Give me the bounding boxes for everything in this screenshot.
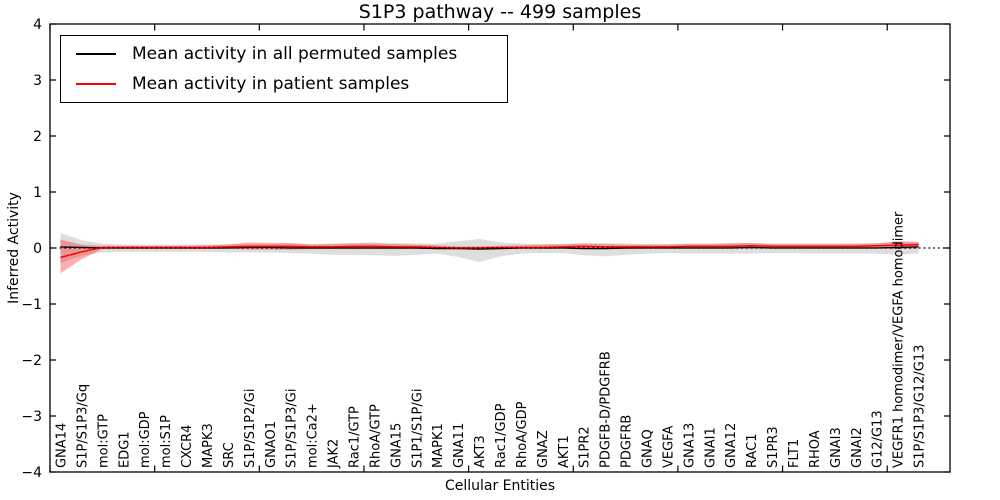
x-tick-label: SRC (222, 442, 237, 468)
x-tick-label: mol:Ca2+ (306, 403, 321, 468)
x-tick-label: mol:GTP (96, 414, 111, 468)
x-tick-label: RhoA/GTP (368, 404, 383, 468)
x-tick-label: Rac1/GTP (347, 406, 362, 468)
x-tick-label: S1P/S1P3/Gi (285, 389, 300, 468)
y-tick-label: 2 (33, 129, 42, 145)
chart-title: S1P3 pathway -- 499 samples (358, 1, 642, 23)
x-tick-label: PDGFB-D/PDGFRB (599, 351, 614, 468)
x-tick-label: S1P/S1P2/Gi (243, 389, 258, 468)
x-tick-label: VEGFA (661, 426, 676, 468)
y-tick-label: −1 (21, 297, 42, 313)
x-tick-label: FLT1 (787, 439, 802, 468)
legend-item-permuted: Mean activity in all permuted samples (61, 39, 507, 69)
x-tick-label: mol:S1P (159, 415, 174, 468)
x-tick-label: S1P/S1P3/Gq (75, 384, 90, 468)
x-tick-label: AKT3 (473, 435, 488, 468)
x-tick-label: GNA14 (54, 423, 69, 468)
x-tick-label: GNAO1 (264, 421, 279, 468)
y-axis-label: Inferred Activity (6, 192, 22, 304)
x-tick-label: GNAI1 (703, 427, 718, 468)
x-tick-label: RAC1 (745, 433, 760, 468)
x-tick-label: S1PR3 (766, 426, 781, 468)
legend-item-patient: Mean activity in patient samples (61, 69, 507, 99)
x-tick-label: GNAI2 (850, 427, 865, 468)
series-line (60, 243, 919, 259)
x-tick-label: GNAQ (641, 429, 656, 468)
y-tick-label: 3 (33, 73, 42, 89)
x-tick-label: GNAI3 (829, 427, 844, 468)
y-tick-label: 4 (33, 17, 42, 33)
x-tick-label: RhoA/GDP (515, 401, 530, 468)
y-tick-label: −2 (21, 353, 42, 369)
y-tick-label: −4 (21, 465, 42, 481)
legend-item-label: Mean activity in patient samples (132, 74, 410, 94)
x-tick-label: GNA11 (452, 423, 467, 468)
x-tick-label: GNA13 (682, 423, 697, 468)
x-axis-label: Cellular Entities (444, 478, 556, 494)
legend-item-label: Mean activity in all permuted samples (132, 44, 458, 64)
x-tick-label: S1P/S1P3/G12/G13 (913, 345, 928, 468)
x-tick-label: GNA12 (724, 423, 739, 468)
x-tick-label: GNAZ (536, 430, 551, 468)
x-tick-label: VEGFR1 homodimer/VEGFA homodimer (892, 211, 907, 468)
x-tick-label: G12/G13 (871, 410, 886, 468)
x-tick-label: MAPK3 (201, 423, 216, 468)
patient-line-sample (76, 83, 116, 85)
x-tick-label: Rac1/GDP (494, 403, 509, 468)
y-tick-label: 0 (33, 241, 42, 257)
legend: Mean activity in all permuted samples Me… (60, 35, 508, 103)
x-tick-label: S1P1/S1P/Gi (410, 389, 425, 468)
permuted-line-sample (76, 53, 116, 55)
x-tick-label: AKT1 (557, 435, 572, 468)
x-tick-label: mol:GDP (138, 411, 153, 468)
y-tick-label: −3 (21, 409, 42, 425)
x-tick-label: MAPK1 (431, 423, 446, 468)
x-tick-label: PDGFRB (620, 415, 635, 468)
x-tick-label: EDG1 (117, 431, 132, 468)
x-tick-label: GNA15 (389, 423, 404, 468)
x-tick-label: CXCR4 (180, 425, 195, 468)
x-tick-label: S1PR2 (578, 426, 593, 468)
x-tick-label: JAK2 (327, 439, 342, 469)
x-tick-label: RHOA (808, 430, 823, 468)
y-tick-label: 1 (33, 185, 42, 201)
